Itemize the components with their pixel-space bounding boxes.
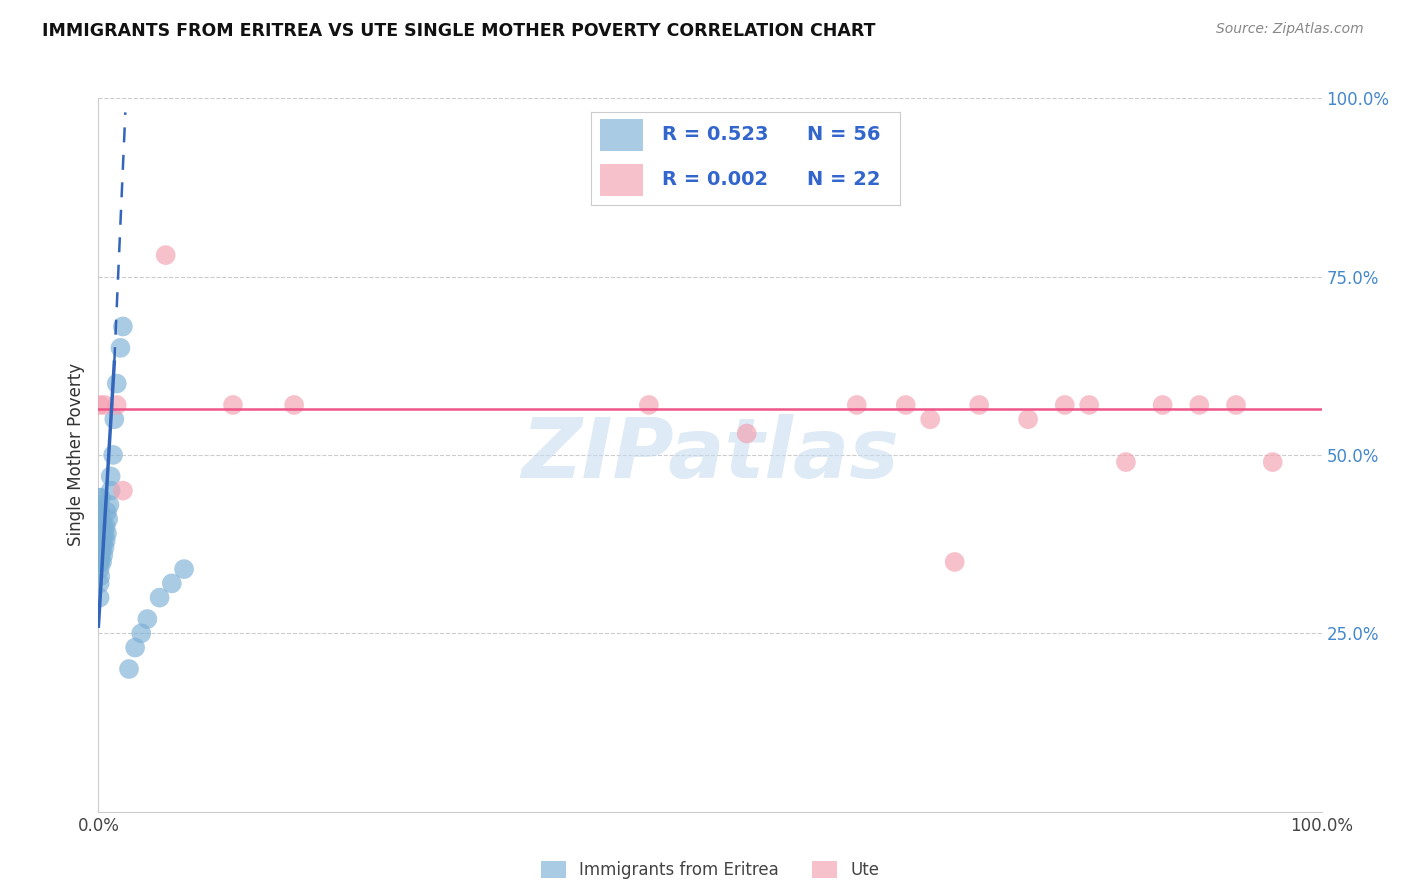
- Point: [90, 519, 112, 533]
- Point: [89, 548, 111, 562]
- Point: [91, 512, 114, 526]
- Point: [90, 533, 112, 548]
- Point: [894, 398, 917, 412]
- Point: [89, 541, 111, 555]
- Point: [91, 555, 114, 569]
- Point: [735, 426, 758, 441]
- Point: [93, 526, 115, 541]
- Point: [89, 541, 111, 555]
- Point: [89, 533, 111, 548]
- Bar: [600, 164, 643, 196]
- Point: [638, 398, 661, 412]
- Legend: Immigrants from Eritrea, Ute: Immigrants from Eritrea, Ute: [534, 854, 886, 886]
- Point: [110, 341, 132, 355]
- Point: [87, 512, 110, 526]
- Point: [89, 519, 111, 533]
- Point: [105, 398, 128, 412]
- Point: [89, 519, 111, 533]
- Point: [129, 626, 152, 640]
- Text: R = 0.523: R = 0.523: [662, 126, 768, 145]
- Point: [173, 562, 195, 576]
- Point: [93, 398, 115, 412]
- Point: [1017, 412, 1039, 426]
- Point: [91, 526, 114, 541]
- Point: [155, 248, 177, 262]
- Text: N = 56: N = 56: [807, 126, 880, 145]
- Point: [103, 412, 125, 426]
- Point: [90, 548, 112, 562]
- Bar: [600, 119, 643, 151]
- Y-axis label: Single Mother Poverty: Single Mother Poverty: [66, 363, 84, 547]
- Text: IMMIGRANTS FROM ERITREA VS UTE SINGLE MOTHER POVERTY CORRELATION CHART: IMMIGRANTS FROM ERITREA VS UTE SINGLE MO…: [42, 22, 876, 40]
- Point: [967, 398, 990, 412]
- Point: [87, 498, 110, 512]
- Point: [118, 662, 141, 676]
- Point: [89, 505, 111, 519]
- Point: [87, 526, 110, 541]
- Point: [89, 533, 111, 548]
- Point: [89, 555, 111, 569]
- Point: [89, 562, 111, 576]
- Point: [943, 555, 966, 569]
- Point: [91, 548, 114, 562]
- Point: [149, 591, 172, 605]
- Point: [89, 576, 111, 591]
- Point: [111, 319, 134, 334]
- Point: [91, 541, 114, 555]
- Point: [1053, 398, 1076, 412]
- Text: R = 0.002: R = 0.002: [662, 170, 768, 189]
- Text: N = 22: N = 22: [807, 170, 880, 189]
- Point: [283, 398, 305, 412]
- Point: [222, 398, 245, 412]
- Point: [89, 555, 111, 569]
- Point: [89, 548, 111, 562]
- Point: [845, 398, 868, 412]
- Point: [96, 526, 118, 541]
- Point: [1078, 398, 1101, 412]
- Point: [136, 612, 159, 626]
- Point: [93, 541, 115, 555]
- Point: [87, 541, 110, 555]
- Point: [97, 512, 120, 526]
- Point: [124, 640, 146, 655]
- Point: [87, 555, 110, 569]
- Point: [96, 505, 118, 519]
- Point: [89, 526, 111, 541]
- Point: [98, 498, 121, 512]
- Point: [111, 483, 134, 498]
- Point: [89, 569, 111, 583]
- Point: [90, 491, 112, 505]
- Point: [91, 533, 114, 548]
- Point: [94, 519, 117, 533]
- Text: ZIPatlas: ZIPatlas: [522, 415, 898, 495]
- Point: [101, 448, 124, 462]
- Point: [94, 533, 117, 548]
- Point: [1152, 398, 1174, 412]
- Point: [89, 491, 111, 505]
- Point: [1225, 398, 1247, 412]
- Text: Source: ZipAtlas.com: Source: ZipAtlas.com: [1216, 22, 1364, 37]
- Point: [1261, 455, 1284, 469]
- Point: [90, 505, 112, 519]
- Point: [89, 398, 111, 412]
- Point: [1115, 455, 1137, 469]
- Point: [89, 591, 111, 605]
- Point: [100, 483, 122, 498]
- Point: [91, 519, 114, 533]
- Point: [100, 469, 122, 483]
- Point: [160, 576, 183, 591]
- Point: [1188, 398, 1211, 412]
- Point: [105, 376, 128, 391]
- Point: [920, 412, 942, 426]
